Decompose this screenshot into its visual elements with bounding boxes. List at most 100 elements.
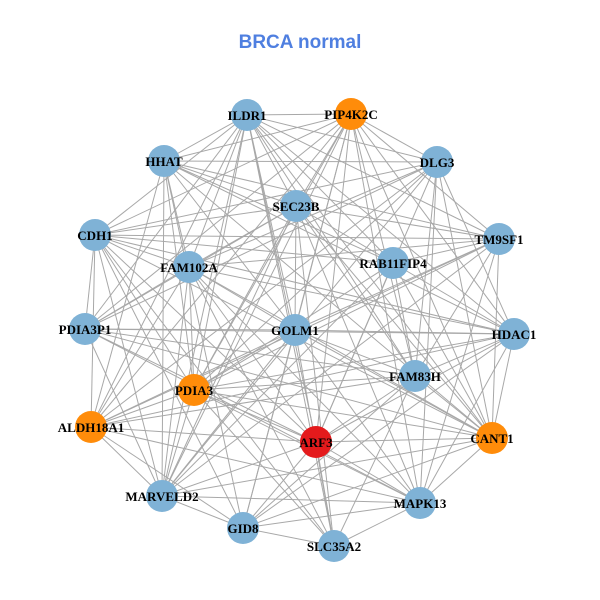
edge-hhat-tm9sf1 — [163, 160, 500, 240]
edge-sec23b-rab11fip4 — [295, 205, 394, 264]
edge-ildr1-sec23b — [246, 114, 297, 207]
node-circle[interactable] — [476, 422, 508, 454]
edge-cdh1-fam102a — [94, 234, 190, 268]
node-aldh18a1[interactable]: ALDH18A1 — [58, 411, 124, 443]
node-circle[interactable] — [69, 313, 101, 345]
node-label: ALDH18A1 — [58, 420, 124, 435]
diagram-title: BRCA normal — [239, 32, 362, 53]
edge-fam83h-arf3 — [315, 375, 416, 443]
node-circle[interactable] — [300, 426, 332, 458]
edge-aldh18a1-gid8 — [90, 426, 244, 529]
edge-cdh1-hdac1 — [94, 234, 515, 335]
edge-ildr1-hdac1 — [246, 114, 515, 335]
node-pdia3[interactable]: PDIA3 — [175, 374, 214, 406]
node-circle[interactable] — [399, 360, 431, 392]
edge-rab11fip4-cant1 — [392, 262, 493, 439]
node-circle[interactable] — [148, 145, 180, 177]
node-circle[interactable] — [75, 411, 107, 443]
edge-fam102a-pdia3 — [188, 266, 195, 391]
edge-fam102a-hdac1 — [188, 266, 515, 335]
node-circle[interactable] — [173, 251, 205, 283]
node-circle[interactable] — [404, 487, 436, 519]
node-pdia3p1[interactable]: PDIA3P1 — [59, 313, 112, 345]
node-marveld2[interactable]: MARVELD2 — [125, 480, 199, 512]
node-circle[interactable] — [227, 512, 259, 544]
node-circle[interactable] — [483, 223, 515, 255]
node-label: SEC23B — [273, 199, 320, 214]
edge-dlg3-fam83h — [414, 161, 438, 377]
edge-dlg3-hdac1 — [436, 161, 515, 335]
edge-mapk13-gid8 — [242, 502, 421, 529]
edge-aldh18a1-mapk13 — [90, 426, 421, 504]
node-rab11fip4[interactable]: RAB11FIP4 — [359, 247, 427, 279]
edge-pdia3-cant1 — [193, 389, 493, 439]
edge-cdh1-slc35a2 — [94, 234, 335, 547]
edge-sec23b-tm9sf1 — [295, 205, 500, 240]
edge-ildr1-pdia3p1 — [84, 114, 248, 330]
node-circle[interactable] — [421, 146, 453, 178]
edge-ildr1-dlg3 — [246, 114, 438, 163]
node-circle[interactable] — [280, 190, 312, 222]
node-label: CDH1 — [77, 228, 112, 243]
edge-hhat-sec23b — [163, 160, 297, 207]
node-dlg3[interactable]: DLG3 — [420, 146, 455, 178]
edge-golm1-cant1 — [294, 329, 493, 439]
edge-marveld2-mapk13 — [161, 495, 421, 504]
node-label: CANT1 — [470, 431, 513, 446]
edge-ildr1-fam102a — [188, 114, 248, 268]
node-sec23b[interactable]: SEC23B — [273, 190, 320, 222]
node-circle[interactable] — [79, 219, 111, 251]
node-cant1[interactable]: CANT1 — [470, 422, 514, 454]
edge-hhat-cant1 — [163, 160, 493, 439]
node-circle[interactable] — [498, 318, 530, 350]
edge-sec23b-fam83h — [295, 205, 416, 377]
edge-pdia3p1-marveld2 — [84, 328, 163, 497]
node-pip4k2c[interactable]: PIP4K2C — [324, 98, 378, 130]
node-label: HHAT — [145, 154, 183, 169]
node-cdh1[interactable]: CDH1 — [77, 219, 113, 251]
edge-cant1-mapk13 — [419, 437, 493, 504]
edge-hdac1-cant1 — [491, 333, 515, 439]
edge-pdia3-aldh18a1 — [90, 389, 195, 428]
edge-arf3-cant1 — [315, 437, 493, 443]
node-circle[interactable] — [231, 99, 263, 131]
edge-sec23b-golm1 — [294, 205, 297, 331]
node-circle[interactable] — [178, 374, 210, 406]
node-slc35a2[interactable]: SLC35A2 — [307, 530, 361, 562]
node-arf3[interactable]: ARF3 — [299, 426, 333, 458]
edge-ildr1-rab11fip4 — [246, 114, 394, 264]
edge-ildr1-aldh18a1 — [90, 114, 248, 428]
edge-pip4k2c-cant1 — [350, 113, 493, 439]
node-fam83h[interactable]: FAM83H — [389, 360, 441, 392]
node-circle[interactable] — [335, 98, 367, 130]
node-golm1[interactable]: GOLM1 — [271, 314, 319, 346]
node-circle[interactable] — [279, 314, 311, 346]
node-label: DLG3 — [420, 155, 455, 170]
edge-ildr1-tm9sf1 — [246, 114, 500, 240]
edge-fam102a-pdia3p1 — [84, 266, 190, 330]
edge-fam83h-cant1 — [414, 375, 493, 439]
node-hdac1[interactable]: HDAC1 — [492, 318, 537, 350]
node-mapk13[interactable]: MAPK13 — [394, 487, 447, 519]
edge-layer — [84, 113, 515, 547]
node-fam102a[interactable]: FAM102A — [160, 251, 218, 283]
edge-golm1-marveld2 — [161, 329, 296, 497]
edge-fam83h-gid8 — [242, 375, 416, 529]
edge-cant1-gid8 — [242, 437, 493, 529]
node-gid8[interactable]: GID8 — [227, 512, 259, 544]
edge-hdac1-fam83h — [414, 333, 515, 377]
node-circle[interactable] — [318, 530, 350, 562]
node-label: RAB11FIP4 — [359, 256, 427, 271]
edge-sec23b-cdh1 — [94, 205, 297, 236]
node-tm9sf1[interactable]: TM9SF1 — [474, 223, 524, 255]
edge-arf3-slc35a2 — [315, 441, 335, 547]
node-label: ILDR1 — [227, 108, 266, 123]
edge-rab11fip4-hdac1 — [392, 262, 515, 335]
node-circle[interactable] — [146, 480, 178, 512]
node-circle[interactable] — [377, 247, 409, 279]
node-hhat[interactable]: HHAT — [145, 145, 183, 177]
node-ildr1[interactable]: ILDR1 — [227, 99, 267, 131]
node-label: FAM102A — [160, 260, 218, 275]
edge-fam83h-pdia3 — [193, 375, 416, 391]
